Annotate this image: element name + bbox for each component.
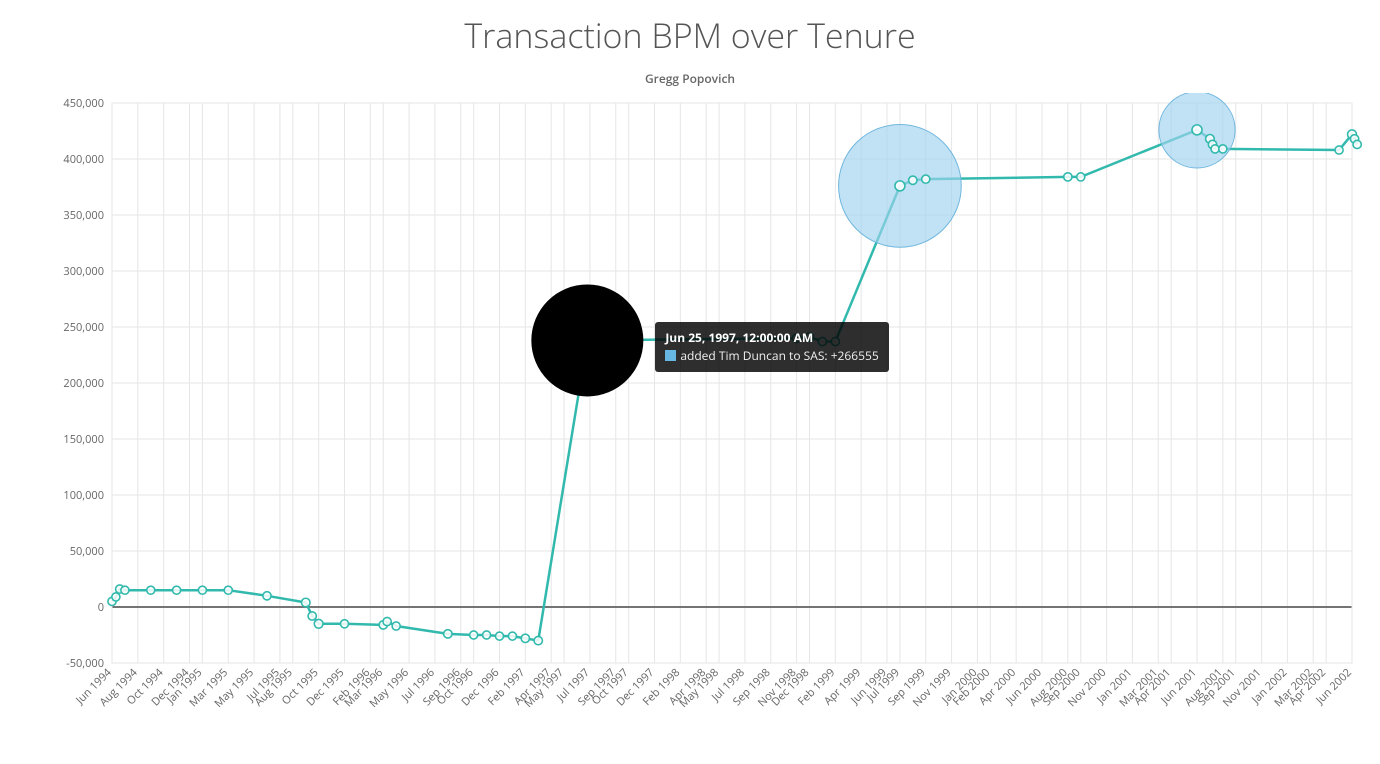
chart-area[interactable]: -50,000 0 50,000 100,000 150,000 200,000 250,0… — [12, 93, 1368, 733]
tooltip-body: added Tim Duncan to SAS: +266555 — [680, 347, 878, 364]
svg-text:450,000: 450,000 — [63, 96, 104, 111]
chart-svg[interactable]: -50,000 0 50,000 100,000 150,000 200,000 250,0… — [12, 93, 1368, 733]
tooltip-date: Jun 25, 1997, 12:00:00 AM — [665, 329, 878, 347]
svg-text:0: 0 — [98, 600, 104, 615]
svg-text:350,000: 350,000 — [63, 208, 104, 223]
svg-text:-50,000: -50,000 — [66, 656, 104, 671]
chart-tooltip: Jun 25, 1997, 12:00:00 AM added Tim Dunc… — [655, 322, 888, 372]
svg-text:50,000: 50,000 — [70, 544, 104, 559]
svg-text:400,000: 400,000 — [63, 152, 104, 167]
tooltip-swatch — [665, 350, 676, 361]
chart-subtitle: Gregg Popovich — [0, 70, 1380, 87]
svg-text:250,000: 250,000 — [63, 320, 104, 335]
tooltip-body-row: added Tim Duncan to SAS: +266555 — [665, 347, 878, 365]
svg-text:150,000: 150,000 — [63, 432, 104, 447]
svg-text:200,000: 200,000 — [63, 376, 104, 391]
svg-text:300,000: 300,000 — [63, 264, 104, 279]
svg-text:100,000: 100,000 — [63, 488, 104, 503]
chart-title: Transaction BPM over Tenure — [0, 12, 1380, 58]
